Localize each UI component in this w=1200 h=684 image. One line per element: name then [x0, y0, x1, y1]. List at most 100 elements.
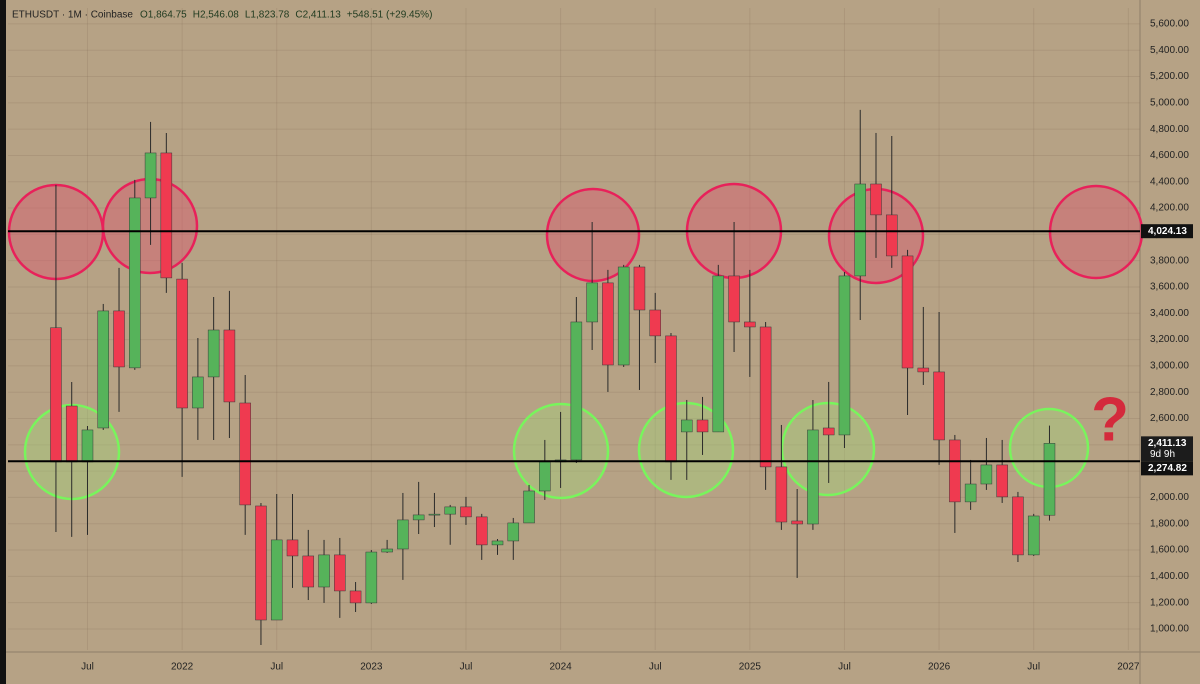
- candle-body: [365, 551, 378, 604]
- candle-body: [475, 516, 488, 546]
- y-tick-label: 2,800.00: [1150, 387, 1189, 398]
- plot: [8, 109, 1140, 646]
- last-price-label: 2,411.13: [1148, 438, 1187, 449]
- candle-body: [886, 214, 898, 257]
- candle-body: [270, 539, 283, 621]
- ohlc-value: L1,823.78: [245, 10, 290, 21]
- y-tick-label: 3,000.00: [1150, 361, 1189, 372]
- candle-body: [192, 376, 204, 409]
- y-tick-label: 1,200.00: [1150, 597, 1189, 608]
- candle-body: [412, 514, 425, 521]
- y-tick-label: 5,400.00: [1150, 45, 1189, 56]
- candle-body: [239, 402, 251, 506]
- y-tick-label: 5,600.00: [1150, 19, 1189, 30]
- x-tick-label: Jul: [1027, 662, 1040, 673]
- x-tick-label: 2023: [360, 662, 383, 673]
- y-tick-label: 5,200.00: [1150, 71, 1189, 82]
- candle-body: [696, 419, 709, 433]
- candle-body: [791, 520, 803, 525]
- y-tick-label: 1,400.00: [1150, 571, 1189, 582]
- countdown-label: 9d 9h: [1150, 449, 1175, 460]
- ohlc-value: H2,546.08: [193, 10, 240, 21]
- candle-body: [129, 197, 141, 369]
- y-tick-label: 3,400.00: [1150, 308, 1189, 319]
- x-tick-label: Jul: [81, 662, 94, 673]
- support-circle: [637, 401, 735, 499]
- candle-body: [50, 327, 62, 463]
- candle-body: [507, 522, 520, 542]
- candle-body: [113, 310, 125, 368]
- candle-body: [1043, 443, 1056, 516]
- x-tick-label: 2024: [549, 662, 572, 673]
- candle-body: [334, 554, 346, 592]
- ohlc-value: C2,411.13: [295, 10, 341, 21]
- candle-body: [397, 519, 409, 550]
- candle-body: [775, 466, 788, 523]
- candle-body: [81, 429, 94, 463]
- candle-body: [617, 266, 630, 366]
- candle-body: [996, 464, 1008, 498]
- candle-body: [570, 321, 583, 461]
- candle-body: [744, 321, 756, 328]
- ohlc-legend: O1,864.75 H2,546.08 L1,823.78 C2,411.13 +548…: [140, 10, 432, 21]
- last-price-box: [1141, 436, 1193, 462]
- x-tick-label: 2025: [739, 662, 762, 673]
- candle-body: [633, 266, 646, 311]
- y-tick-label: 4,800.00: [1150, 124, 1189, 135]
- candle-body: [649, 309, 661, 337]
- candle-body: [586, 282, 598, 323]
- level-label: 2,274.82: [1148, 463, 1187, 474]
- candle-body: [1027, 515, 1040, 556]
- candle-body: [223, 329, 236, 403]
- ohlc-value: O1,864.75: [140, 10, 187, 21]
- x-tick-label: 2026: [928, 662, 951, 673]
- candle-body: [728, 275, 740, 323]
- ohlc-value: +548.51 (+29.45%): [347, 10, 433, 21]
- y-tick-label: 4,200.00: [1150, 203, 1189, 214]
- y-tick-label: 5,000.00: [1150, 97, 1189, 108]
- candle-body: [160, 152, 173, 279]
- x-tick-label: Jul: [270, 662, 283, 673]
- candle-body: [681, 419, 693, 433]
- resistance-circle: [545, 187, 641, 283]
- candle-body: [318, 554, 330, 588]
- candle-body: [65, 405, 78, 463]
- level-label: 4,024.13: [1148, 226, 1187, 237]
- candle-body: [302, 555, 315, 588]
- candle-body: [822, 427, 835, 436]
- axes: 1,000.00 1,200.00 1,400.00 1,600.00 1,800.00…: [81, 19, 1193, 673]
- y-tick-label: 3,200.00: [1150, 334, 1189, 345]
- y-tick-label: 4,600.00: [1150, 150, 1189, 161]
- symbol-label: ETHUSDT · 1M · Coinbase: [12, 10, 133, 21]
- support-circle: [780, 401, 876, 497]
- level-label-box: [1141, 224, 1193, 239]
- candle-body: [97, 310, 110, 429]
- y-tick-label: 4,400.00: [1150, 176, 1189, 187]
- candle-body: [207, 329, 220, 378]
- candle-body: [491, 540, 504, 546]
- candle-body: [349, 590, 362, 604]
- x-tick-label: 2022: [171, 662, 194, 673]
- candle-body: [949, 439, 961, 503]
- candle-body: [980, 464, 993, 485]
- candle-body: [144, 152, 157, 199]
- candle-body: [901, 255, 914, 369]
- candle-body: [870, 183, 882, 216]
- x-tick-label: Jul: [838, 662, 851, 673]
- candle-body: [444, 506, 456, 515]
- candle-body: [460, 506, 472, 518]
- candle-body: [523, 490, 535, 524]
- candle-body: [286, 539, 299, 557]
- candle-body: [712, 275, 725, 433]
- candle-body: [854, 183, 866, 277]
- candle-body: [807, 429, 819, 525]
- y-tick-label: 2,600.00: [1150, 413, 1189, 424]
- y-tick-label: 3,800.00: [1150, 255, 1189, 266]
- y-tick-label: 1,000.00: [1150, 624, 1189, 635]
- candle-body: [381, 548, 393, 553]
- candle-body: [1012, 496, 1024, 556]
- candle-body: [176, 278, 188, 409]
- x-tick-label: 2027: [1117, 662, 1140, 673]
